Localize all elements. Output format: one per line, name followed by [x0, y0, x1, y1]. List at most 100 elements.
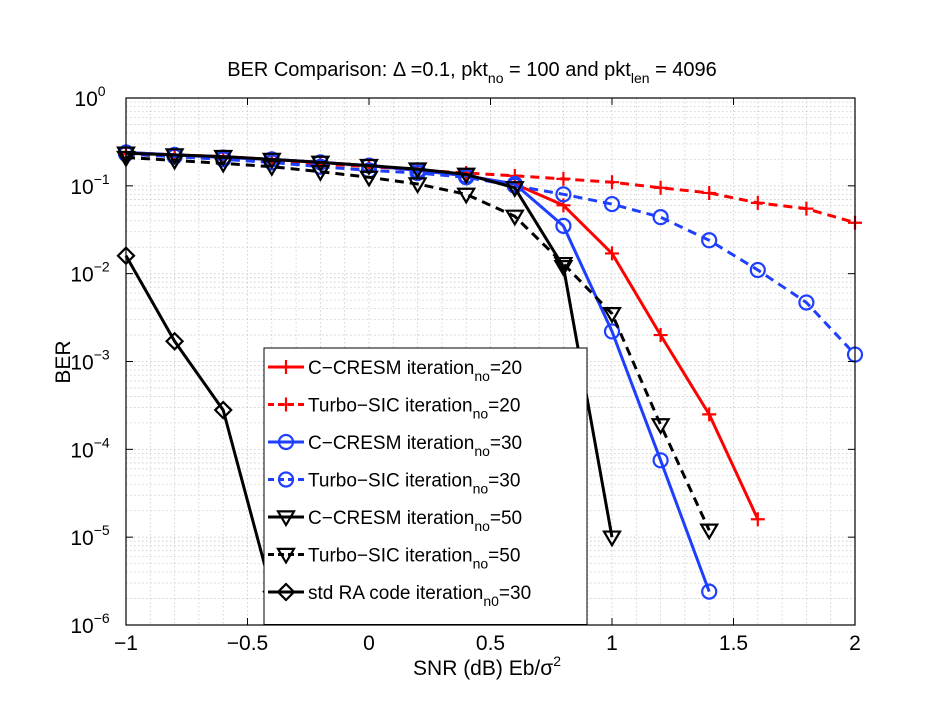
legend-label-sub: no	[473, 481, 489, 497]
y-axis-label: BER	[52, 340, 75, 383]
y-tick-base: 10	[74, 88, 97, 111]
data-point-triangle-down	[504, 209, 525, 227]
legend-entry: C−CRESM iterationno=20	[268, 358, 522, 384]
y-tick-exp: 0	[98, 83, 106, 99]
ticks: −1 −0.5 0 0.5 1 1.5 210010−110−210−310−410−510…	[70, 83, 861, 655]
data-point-triangle-down	[310, 155, 331, 173]
y-tick-exp: −4	[94, 434, 110, 450]
legend-marker-plus	[279, 360, 293, 374]
legend-label-sub: n0	[483, 593, 499, 609]
data-point-plus	[750, 195, 765, 210]
series-6	[116, 150, 720, 541]
legend-label-name: C−CRESM iteration	[308, 508, 474, 529]
x-tick-label: 1.5	[719, 632, 748, 655]
data-point-triangle-down	[261, 160, 282, 177]
data-point-circle	[555, 186, 572, 203]
legend-label-sub: no	[474, 368, 490, 384]
data-point-triangle-down	[407, 177, 428, 195]
legend-entry: Turbo−SIC iterationno=20	[268, 396, 520, 422]
series-line	[125, 156, 711, 531]
y-tick-base: 10	[70, 439, 93, 462]
legend-entry: std RA code iterationn0=30	[268, 582, 531, 609]
legend-label: Turbo−SIC iterationno=20	[308, 396, 520, 422]
legend-label-name: C−CRESM iteration	[308, 433, 474, 454]
legend-label: C−CRESM iterationno=20	[308, 358, 522, 384]
x-tick-label: 2	[849, 632, 861, 655]
title-delta: Δ	[393, 59, 406, 81]
chart-title: BER Comparison: Δ =0.1, pktno = 100 and …	[227, 59, 717, 86]
legend-entry: C−CRESM iterationno=30	[268, 433, 522, 459]
data-point-plus	[702, 185, 717, 200]
data-point-triangle-down	[359, 158, 379, 176]
legend-label-suffix: =20	[490, 358, 522, 379]
y-tick-base: 10	[70, 527, 93, 550]
x-tick-label: −0.5	[227, 632, 268, 655]
title-prefix: BER Comparison:	[227, 59, 393, 81]
legend-label-sub: no	[474, 443, 490, 459]
y-tick-exp: −1	[94, 171, 110, 187]
data-point-triangle-down	[504, 181, 525, 198]
data-point-triangle-down	[602, 530, 622, 548]
legend-label-suffix: =30	[490, 433, 522, 454]
data-point-circle	[701, 232, 718, 249]
title-sub1: no	[488, 70, 504, 86]
x-axis-label: SNR (dB) Eb/σ2	[413, 653, 561, 680]
legend-label-sub: no	[473, 406, 489, 422]
data-point-plus	[799, 201, 814, 216]
data-point-circle	[603, 195, 621, 213]
data-point-circle	[652, 209, 669, 226]
title-suffix: = 4096	[650, 59, 717, 81]
data-point-triangle-down	[164, 148, 185, 166]
y-tick-base: 10	[70, 264, 93, 287]
title-mid: = 100 and pkt	[504, 59, 632, 81]
legend-entry: Turbo−SIC iterationno=30	[268, 471, 520, 497]
data-point-plus	[605, 175, 619, 190]
data-point-triangle-down	[456, 187, 477, 205]
legend-label: std RA code iterationn0=30	[308, 583, 531, 609]
data-point-triangle-down	[650, 418, 671, 436]
legend-label-suffix: =30	[488, 471, 520, 492]
data-point-circle	[652, 452, 669, 469]
data-point-circle	[798, 294, 815, 311]
legend-label-suffix: =50	[490, 508, 522, 529]
legend-label-name: Turbo−SIC iteration	[308, 546, 473, 567]
y-tick-label: 10−2	[70, 259, 110, 287]
legend-label-suffix: =30	[499, 583, 531, 604]
legend-marker-circle	[277, 471, 295, 488]
data-point-triangle-down	[456, 167, 477, 185]
x-axis-label-sup: 2	[553, 653, 561, 669]
series-line	[125, 151, 614, 538]
legend-entry: C−CRESM iterationno=50	[268, 508, 522, 534]
x-tick-label: 1	[606, 632, 618, 655]
data-point-plus	[750, 512, 765, 527]
y-tick-label: 100	[74, 83, 105, 111]
data-point-plus	[653, 328, 668, 343]
y-tick-label: 10−6	[70, 610, 110, 638]
legend-marker-diamond	[276, 582, 296, 602]
data-point-circle	[409, 164, 426, 182]
x-tick-label: 0	[363, 632, 375, 655]
data-point-circle	[555, 217, 572, 234]
data-point-plus	[605, 246, 619, 261]
y-tick-label: 10−1	[70, 171, 110, 199]
y-tick-label: 10−5	[70, 522, 110, 550]
data-point-plus	[556, 171, 571, 186]
legend-marker-triangle-down	[276, 547, 296, 565]
data-point-triangle-down	[602, 307, 622, 324]
data-point-triangle-down	[164, 153, 185, 171]
legend-label-suffix: =50	[488, 546, 520, 567]
x-axis-label-text: SNR (dB) Eb/σ	[413, 657, 553, 680]
y-tick-label: 10−4	[70, 434, 110, 462]
x-tick-label: −1	[114, 632, 138, 655]
legend-label-name: Turbo−SIC iteration	[308, 471, 473, 492]
legend-label-sub: no	[473, 556, 489, 572]
y-tick-base: 10	[70, 176, 93, 199]
legend-box	[263, 347, 588, 625]
data-point-triangle-down	[310, 164, 331, 182]
legend-label: C−CRESM iterationno=30	[308, 433, 522, 459]
y-tick-exp: −5	[94, 522, 110, 538]
title-delta-value: =0.1, pkt	[405, 59, 488, 81]
y-tick-base: 10	[70, 615, 93, 638]
